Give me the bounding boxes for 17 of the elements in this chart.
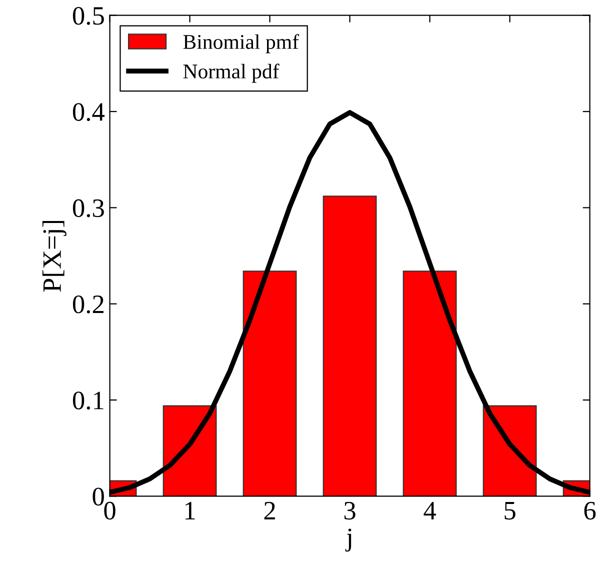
x-tick-label: 2	[264, 502, 275, 520]
legend-label: Normal pdf	[183, 64, 280, 83]
x-tick-label: 4	[424, 502, 436, 520]
y-axis-title: P[X=j]	[42, 220, 66, 292]
legend-label: Binomial pmf	[183, 34, 300, 54]
x-tick-label: 1	[186, 502, 195, 520]
y-tick-label: 0.3	[72, 199, 104, 218]
y-tick-label: 0.1	[72, 392, 104, 410]
x-tick-label: 6	[584, 502, 596, 520]
y-tick-label: 0.5	[72, 6, 104, 25]
x-tick-label: 5	[504, 502, 516, 520]
x-tick-label: 0	[104, 502, 116, 520]
y-tick-label: 0.4	[72, 103, 105, 122]
x-axis-title: j	[345, 528, 352, 552]
y-tick-label: 0.2	[72, 295, 104, 314]
y-tick-label: 0	[92, 488, 104, 506]
x-tick-label: 3	[344, 502, 356, 520]
